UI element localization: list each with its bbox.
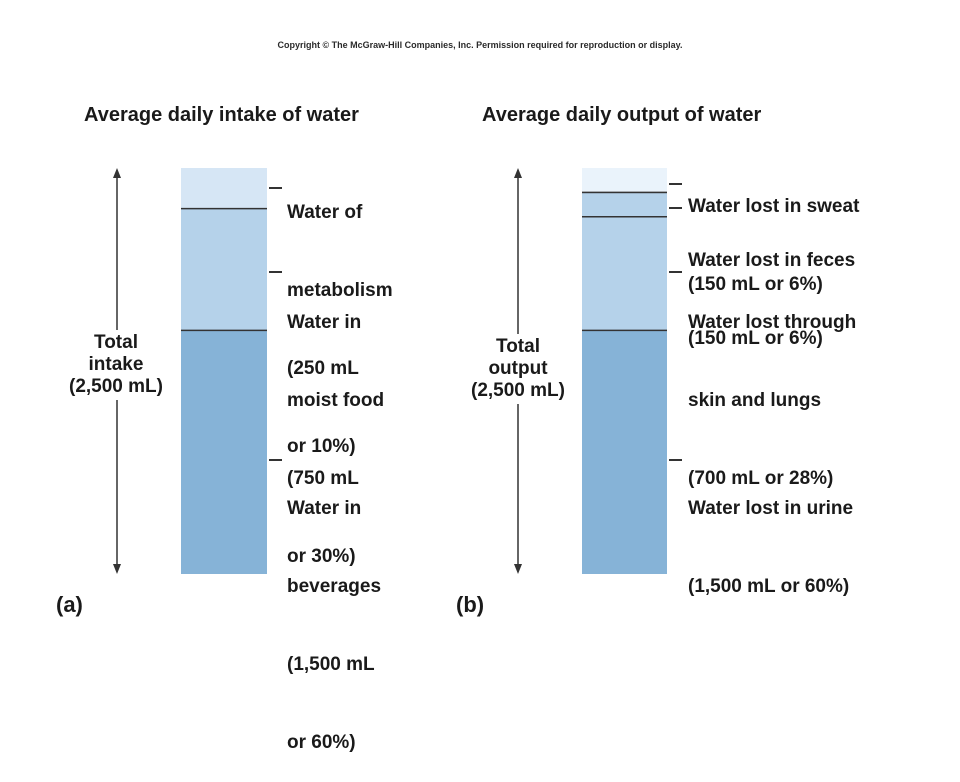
skin-lungs-label: Water lost through skin and lungs (700 m… bbox=[688, 258, 856, 518]
label-line: Water in bbox=[287, 312, 362, 333]
output-total-label: Total output (2,500 mL) bbox=[455, 334, 581, 404]
label-line: or 10%) bbox=[287, 436, 356, 457]
output-total-line: output bbox=[488, 358, 548, 379]
arrowhead-up bbox=[514, 168, 522, 178]
label-line: (150 mL or 6%) bbox=[688, 274, 823, 295]
bar-segment bbox=[582, 192, 667, 217]
moist-food-label: Water in moist food (750 mL or 30%) bbox=[287, 258, 384, 596]
label-line: beverages bbox=[287, 576, 382, 597]
bar-segment bbox=[582, 168, 667, 193]
panel-letter-a: (a) bbox=[56, 592, 83, 617]
feces-label: Water lost in feces (150 mL or 6%) bbox=[688, 196, 855, 378]
output-total-line: (2,500 mL) bbox=[471, 380, 565, 401]
label-line: (150 mL or 6%) bbox=[688, 328, 823, 349]
bar-segment bbox=[181, 330, 267, 574]
arrowhead-down bbox=[514, 564, 522, 574]
label-line: Water lost in feces bbox=[688, 250, 856, 271]
water-balance-chart bbox=[113, 168, 682, 574]
label-line: (700 mL or 28%) bbox=[688, 468, 834, 489]
panel-letter-b: (b) bbox=[456, 592, 485, 617]
label-line: (1,500 mL or 60%) bbox=[688, 576, 850, 597]
sweat-label: Water lost in sweat (150 mL or 6%) bbox=[688, 142, 859, 324]
output-panel-title: Average daily output of water bbox=[482, 104, 762, 126]
urine-label: Water lost in urine (1,500 mL or 60%) bbox=[688, 444, 853, 626]
label-line: moist food bbox=[287, 390, 385, 411]
intake-total-label: Total intake (2,500 mL) bbox=[52, 330, 180, 400]
label-line: (1,500 mL bbox=[287, 654, 375, 675]
label-line: or 30%) bbox=[287, 546, 356, 567]
arrowhead-down bbox=[113, 564, 121, 574]
label-line: (750 mL bbox=[287, 468, 359, 489]
copyright-notice: Copyright © The McGraw-Hill Companies, I… bbox=[277, 40, 683, 50]
intake-panel-title: Average daily intake of water bbox=[84, 104, 359, 126]
label-line: Water of bbox=[287, 202, 363, 223]
arrowhead-up bbox=[113, 168, 121, 178]
bar-segment bbox=[582, 330, 667, 574]
intake-total-line: (2,500 mL) bbox=[69, 376, 163, 397]
beverages-label: Water in beverages (1,500 mL or 60%) bbox=[287, 444, 381, 782]
label-line: Water lost through bbox=[688, 312, 857, 333]
metabolism-label: Water of metabolism (250 mL or 10%) bbox=[287, 148, 393, 486]
bar-segment bbox=[181, 208, 267, 331]
label-line: Water in bbox=[287, 498, 362, 519]
label-line: Water lost in sweat bbox=[688, 196, 860, 217]
label-line: (250 mL bbox=[287, 358, 359, 379]
label-line: Water lost in urine bbox=[688, 498, 854, 519]
output-total-line: Total bbox=[496, 336, 540, 357]
intake-total-line: Total bbox=[94, 332, 138, 353]
label-line: skin and lungs bbox=[688, 390, 822, 411]
label-line: or 60%) bbox=[287, 732, 356, 753]
label-line: metabolism bbox=[287, 280, 393, 301]
bar-segment bbox=[181, 168, 267, 209]
bar-segment bbox=[582, 216, 667, 331]
intake-total-line: intake bbox=[88, 354, 144, 375]
